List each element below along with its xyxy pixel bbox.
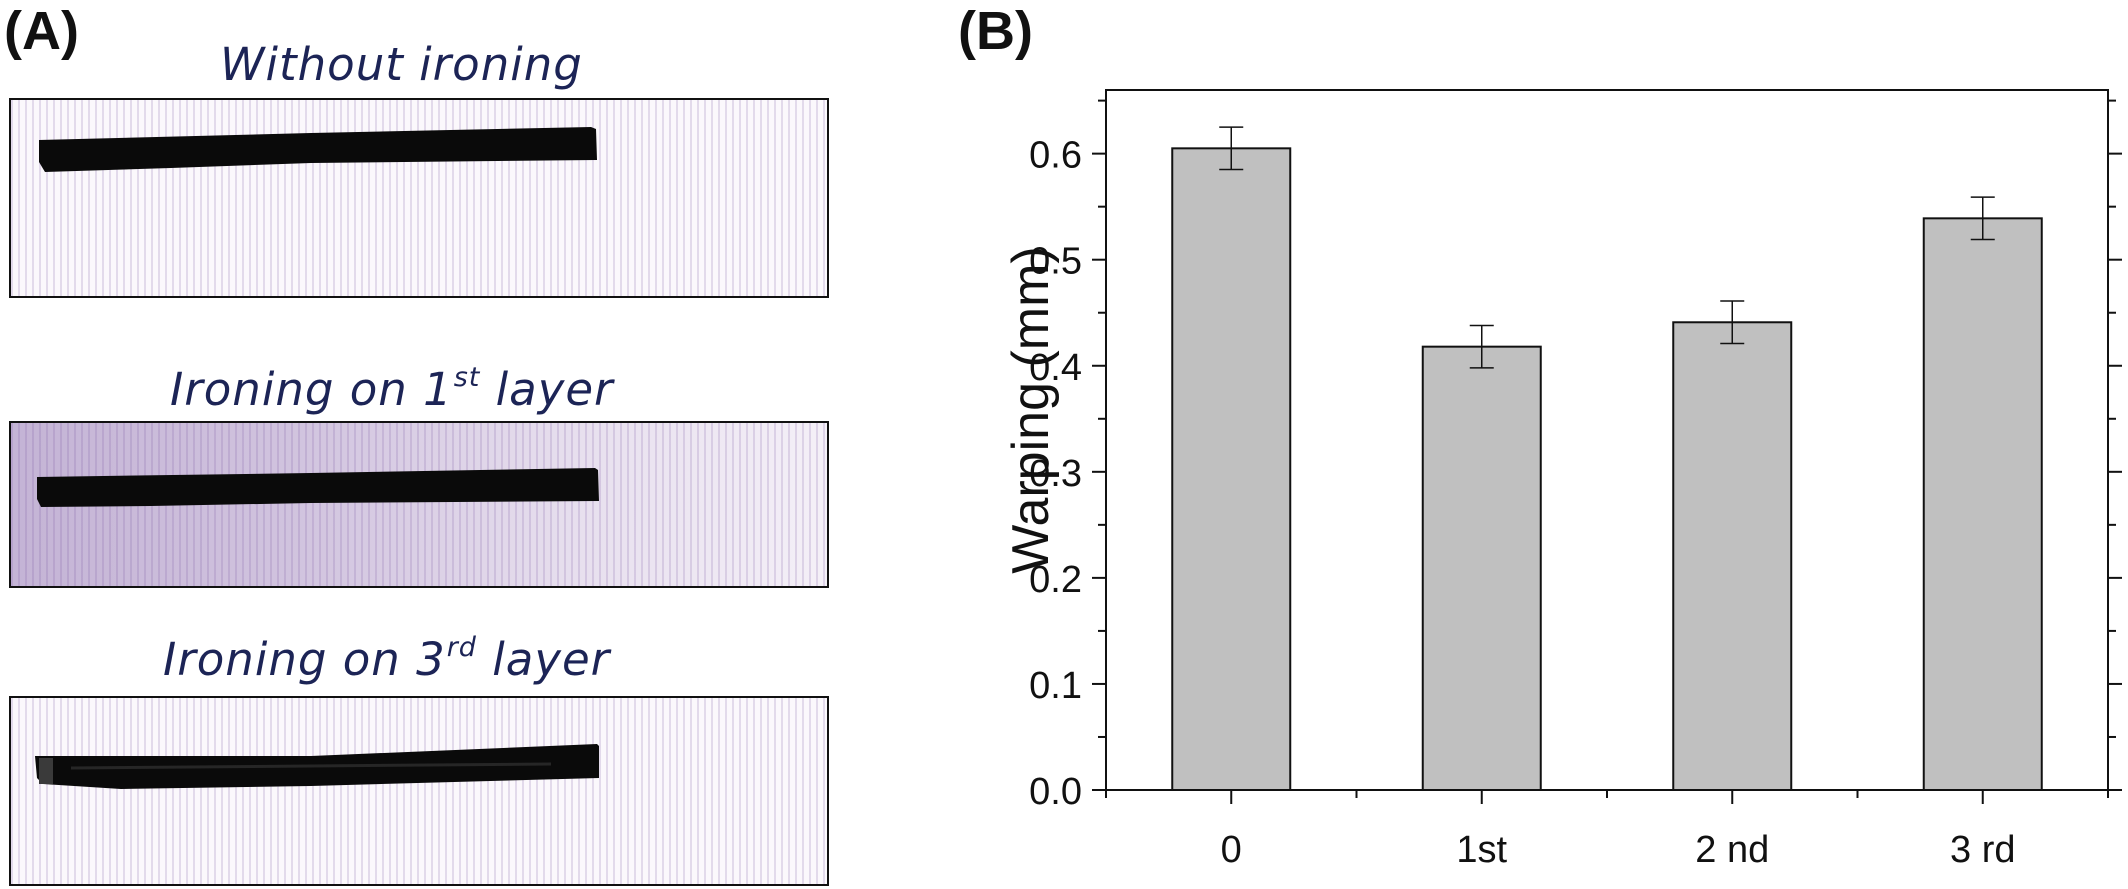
plot-border xyxy=(1105,89,2109,791)
y-tick-label: 0.1 xyxy=(1029,665,1082,707)
printed-strip xyxy=(35,744,599,789)
axis-labels: 0.0 0.1 0.2 0.3 0.4 0.5 0.6 0 1st 2 nd 3 rd xyxy=(1029,135,2015,871)
error-bars xyxy=(1219,126,1995,369)
printed-strip xyxy=(39,127,597,172)
caption-text: Ironing on 3 xyxy=(163,633,446,686)
y-tick-label: 0.2 xyxy=(1029,559,1082,601)
caption-text: Ironing on 1 xyxy=(170,363,453,416)
bar xyxy=(1922,217,2043,792)
y-axis-ticks xyxy=(1092,99,2122,804)
sample-caption-without-ironing: Without ironing xyxy=(220,42,583,87)
plot-frame xyxy=(1105,89,2109,791)
caption-suffix: layer xyxy=(476,633,611,686)
x-tick-label: 3 rd xyxy=(1950,829,2015,871)
warping-bar-chart: 0.0 0.1 0.2 0.3 0.4 0.5 0.6 0 1st 2 nd 3 rd Warpin… xyxy=(1002,89,2122,871)
bar xyxy=(1171,147,1292,792)
y-tick-label: 0.6 xyxy=(1029,135,1082,177)
sample-photo-ironing-1st-layer xyxy=(9,421,829,588)
printed-strip xyxy=(37,468,599,507)
sample-caption-ironing-1st: Ironing on 1st layer xyxy=(170,364,614,412)
panel-a-label: (A) xyxy=(4,1,79,61)
sample-caption-ironing-3rd: Ironing on 3rd layer xyxy=(163,634,610,682)
caption-superscript: rd xyxy=(446,632,477,663)
panel-b-label: (B) xyxy=(958,1,1033,61)
bar xyxy=(1421,345,1542,791)
y-tick-label: 0.3 xyxy=(1029,453,1082,495)
y-tick-label: 0.5 xyxy=(1029,241,1082,283)
caption-superscript: st xyxy=(453,362,481,393)
bar-series xyxy=(1171,147,2043,792)
caption-suffix: layer xyxy=(480,363,614,416)
x-tick-label: 2 nd xyxy=(1695,829,1769,871)
x-tick-label: 0 xyxy=(1221,829,1242,871)
y-tick-label: 0.0 xyxy=(1029,771,1082,813)
y-axis-label: Warping (mm) xyxy=(1002,246,1060,573)
sample-photo-without-ironing xyxy=(9,98,829,298)
y-tick-label: 0.4 xyxy=(1029,347,1082,389)
bar xyxy=(1672,321,1793,791)
x-tick-label: 1st xyxy=(1456,829,1507,871)
sample-photo-ironing-3rd-layer xyxy=(9,696,829,886)
caption-text: Without ironing xyxy=(220,38,583,91)
